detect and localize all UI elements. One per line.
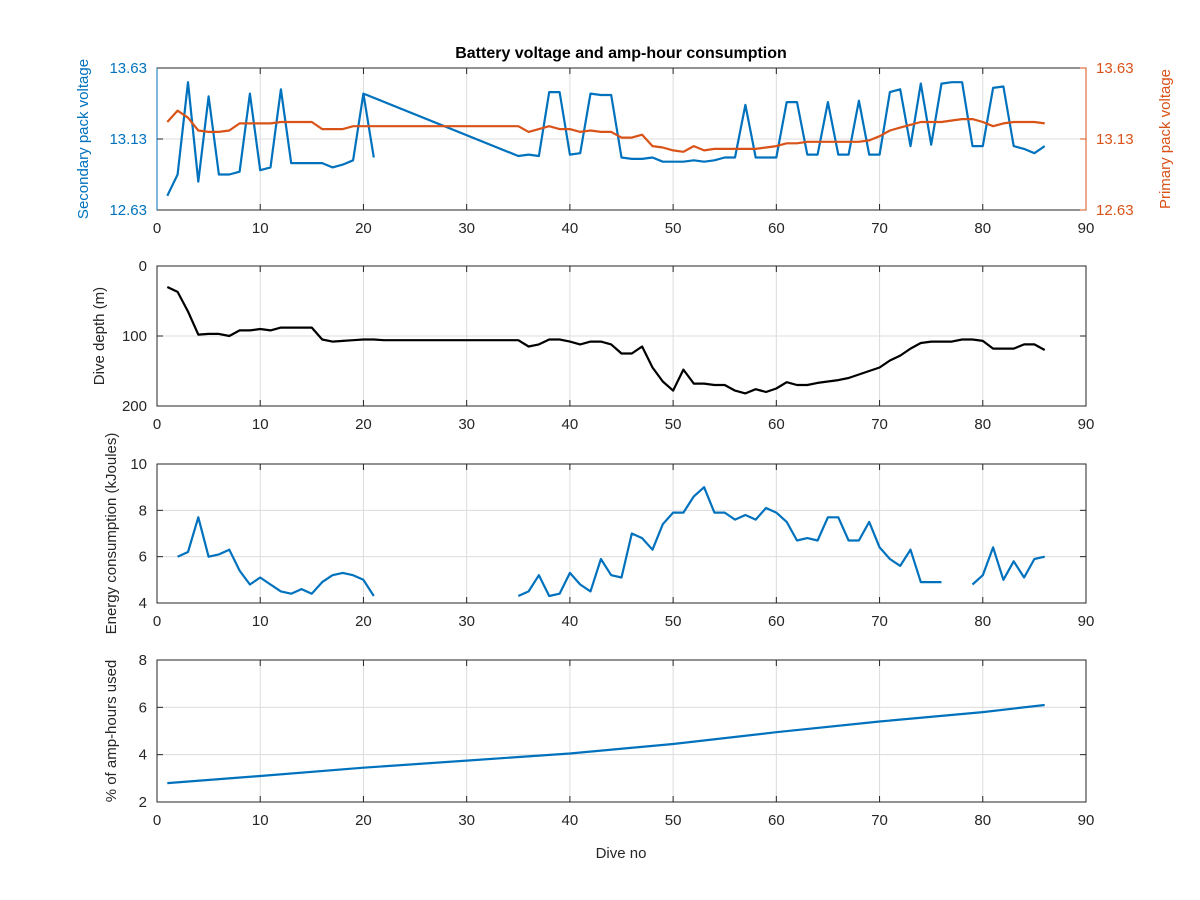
y-tick-label: 200	[122, 398, 147, 415]
plot-area	[157, 660, 1086, 802]
y-tick-label: 10	[130, 456, 147, 473]
series-line-1	[166, 286, 1046, 395]
x-tick-label: 70	[871, 416, 888, 433]
y-axis-label: % of amp-hours used	[103, 660, 120, 803]
x-tick-label: 30	[458, 220, 475, 237]
x-tick-label: 70	[871, 613, 888, 630]
subplot-4: 0 10 20 30 40 50 60 70 80 90 2 4 6 8 % of amp-hours us…	[103, 652, 1094, 829]
x-tick-label: 80	[974, 220, 991, 237]
series-line-1	[167, 703, 1045, 785]
y-tick-label: 6	[139, 549, 147, 566]
y-axis-label: Secondary pack voltage	[75, 59, 92, 219]
subplot-panels: 0 10 20 30 40 50 60 70 80 9012.6313.1313.6312.631…	[75, 59, 1174, 829]
y-axis-label: Dive depth (m)	[91, 287, 108, 385]
x-tick-label: 90	[1078, 613, 1095, 630]
x-tick-label: 20	[355, 613, 372, 630]
subplot-1: 0 10 20 30 40 50 60 70 80 9012.6313.1313.6312.631…	[75, 59, 1174, 237]
right-y-tick-label: 13.13	[1096, 131, 1134, 148]
x-tick-label: 20	[355, 812, 372, 829]
x-tick-label: 10	[252, 812, 269, 829]
x-tick-label: 80	[974, 416, 991, 433]
y-tick-label: 0	[139, 258, 147, 275]
y-tick-label: 6	[139, 699, 147, 716]
x-tick-label: 60	[768, 416, 785, 433]
right-y-tick-label: 12.63	[1096, 202, 1134, 219]
x-tick-label: 70	[871, 812, 888, 829]
right-y-axis-label: Primary pack voltage	[1157, 69, 1174, 209]
x-tick-label: 20	[355, 220, 372, 237]
x-tick-label: 10	[252, 416, 269, 433]
plot-area	[157, 464, 1086, 603]
x-tick-label: 0	[153, 416, 161, 433]
x-tick-label: 40	[562, 416, 579, 433]
x-tick-label: 30	[458, 416, 475, 433]
subplot-3: 0 10 20 30 40 50 60 70 80 90 4 6 8 10 Energy consumpti…	[103, 433, 1094, 635]
y-tick-label: 13.13	[109, 131, 147, 148]
series-line-1	[166, 81, 1046, 197]
y-tick-label: 13.63	[109, 60, 147, 77]
x-tick-label: 10	[252, 220, 269, 237]
x-tick-label: 30	[458, 812, 475, 829]
y-axis-label: Energy consumption (kJoules)	[103, 433, 120, 635]
x-axis-label: Dive no	[596, 845, 647, 862]
x-tick-label: 80	[974, 812, 991, 829]
y-tick-label: 100	[122, 328, 147, 345]
x-tick-label: 80	[974, 613, 991, 630]
y-tick-label: 2	[139, 794, 147, 811]
x-tick-label: 60	[768, 812, 785, 829]
x-tick-label: 90	[1078, 220, 1095, 237]
x-tick-label: 60	[768, 220, 785, 237]
subplot-2: 0 10 20 30 40 50 60 70 80 90 0 100 200 Dive depth (m)	[91, 258, 1094, 433]
x-tick-label: 10	[252, 613, 269, 630]
x-tick-label: 30	[458, 613, 475, 630]
y-tick-label: 4	[139, 595, 147, 612]
figure-title: Battery voltage and amp-hour consumption	[455, 45, 787, 62]
x-tick-label: 90	[1078, 812, 1095, 829]
x-tick-label: 50	[665, 812, 682, 829]
x-tick-label: 90	[1078, 416, 1095, 433]
x-tick-label: 50	[665, 613, 682, 630]
x-tick-label: 50	[665, 416, 682, 433]
series-line-2	[166, 109, 1045, 153]
x-tick-label: 60	[768, 613, 785, 630]
x-tick-label: 40	[562, 613, 579, 630]
axes-box	[156, 463, 1087, 604]
y-tick-label: 8	[139, 502, 147, 519]
series-line-1	[177, 486, 1045, 598]
x-tick-label: 40	[562, 220, 579, 237]
y-tick-label: 8	[139, 652, 147, 669]
x-tick-label: 70	[871, 220, 888, 237]
axes-box	[156, 659, 1087, 803]
x-tick-label: 20	[355, 416, 372, 433]
x-tick-label: 0	[153, 812, 161, 829]
y-tick-label: 12.63	[109, 202, 147, 219]
x-tick-label: 0	[153, 220, 161, 237]
x-tick-label: 50	[665, 220, 682, 237]
x-tick-label: 0	[153, 613, 161, 630]
x-tick-label: 40	[562, 812, 579, 829]
y-tick-label: 4	[139, 747, 147, 764]
right-y-tick-label: 13.63	[1096, 60, 1134, 77]
